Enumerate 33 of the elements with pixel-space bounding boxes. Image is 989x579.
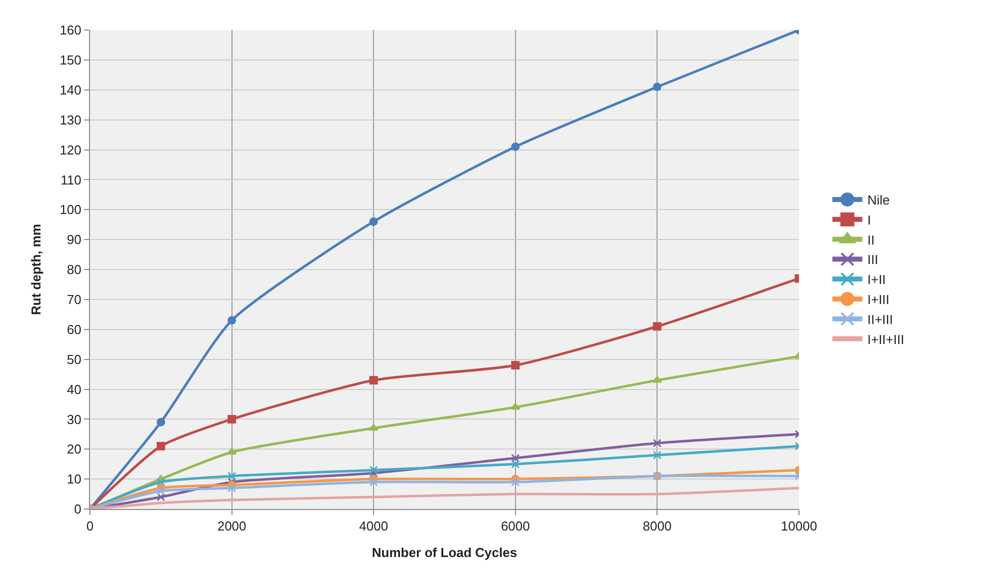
legend-label: II+III (867, 312, 894, 327)
legend-label: I (867, 212, 871, 228)
y-tick-label: 150 (60, 52, 82, 68)
y-axis-title: Rut depth, mm (28, 224, 44, 315)
legend-label: I+II (867, 272, 886, 288)
x-tick-label: 0 (86, 518, 94, 534)
y-tick-label: 60 (66, 322, 82, 337)
y-tick-label: 50 (66, 352, 82, 367)
y-tick-label: 40 (66, 382, 82, 397)
x-tick-label: 6000 (500, 518, 530, 534)
y-tick-label: 120 (60, 142, 82, 158)
y-tick-label: 70 (66, 292, 82, 307)
y-tick-label: 20 (66, 442, 82, 457)
y-tick-label: 80 (66, 262, 82, 278)
y-tick-label: 30 (66, 412, 82, 427)
y-tick-label: 100 (60, 202, 82, 218)
x-tick-label: 8000 (642, 518, 672, 534)
legend-label: II (867, 232, 875, 248)
legend-label: I+III (867, 292, 890, 308)
y-tick-label: 10 (66, 472, 82, 487)
x-tick-label: 2000 (217, 518, 246, 534)
x-axis-title: Number of Load Cycles (372, 545, 518, 560)
legend-label: Nile (867, 192, 890, 208)
y-tick-label: 140 (60, 82, 82, 98)
legend-label: I+II+III (867, 332, 904, 347)
y-tick-label: 160 (60, 22, 82, 38)
y-tick-label: 90 (66, 232, 82, 248)
y-tick-label: 110 (60, 172, 82, 188)
x-tick-label: 4000 (359, 518, 388, 534)
x-tick-label: 10000 (780, 518, 818, 534)
y-tick-label: 130 (60, 112, 82, 128)
y-tick-label: 0 (74, 502, 82, 517)
legend-label: III (867, 252, 878, 268)
